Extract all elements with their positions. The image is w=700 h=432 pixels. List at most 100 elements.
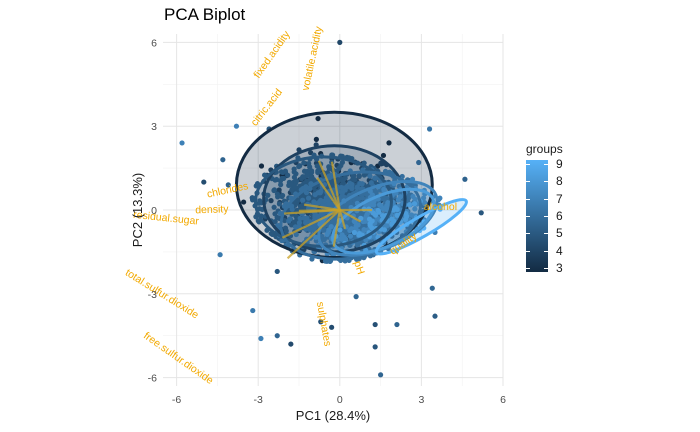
data-point — [395, 197, 401, 203]
x-tick-label: 3 — [418, 394, 424, 406]
data-point — [390, 218, 397, 224]
data-point — [258, 163, 265, 169]
data-point — [306, 226, 313, 232]
x-tick-label: -3 — [254, 394, 263, 406]
loading-arrow — [339, 209, 362, 223]
loading-label: volatile.acidity — [300, 25, 325, 92]
data-point — [369, 225, 375, 231]
loading-arrow — [316, 177, 341, 211]
data-point — [352, 219, 358, 225]
data-point — [356, 195, 362, 202]
data-point — [257, 198, 263, 204]
data-point — [291, 166, 297, 172]
outlier-point — [225, 182, 231, 188]
data-point — [411, 201, 418, 207]
data-point — [367, 221, 373, 227]
data-point — [282, 217, 288, 224]
axis-ticks: -6 -3 0 3 6 -6 -3 0 3 6 — [148, 37, 506, 406]
data-point — [313, 136, 319, 142]
group-6-ellipse — [279, 170, 422, 261]
data-point — [294, 197, 300, 203]
outlier-point — [462, 176, 468, 182]
y-tick-label: -6 — [148, 373, 157, 385]
data-point — [304, 215, 310, 221]
data-point — [277, 178, 284, 184]
data-point — [337, 227, 343, 233]
data-point — [372, 175, 379, 181]
data-point — [299, 193, 305, 199]
legend-tick — [544, 233, 548, 235]
data-point — [380, 205, 386, 212]
chart-title: PCA Biplot — [164, 5, 246, 24]
loading-label: fixed.acidity — [251, 28, 293, 80]
outlier-point — [288, 341, 294, 347]
loading-label: sulphates — [314, 301, 334, 347]
data-point — [376, 202, 383, 208]
data-point — [315, 213, 321, 219]
data-point — [381, 187, 387, 193]
data-point — [344, 184, 350, 190]
legend-label: 3 — [556, 261, 563, 275]
data-point — [317, 190, 323, 196]
data-point — [272, 218, 278, 225]
data-point — [279, 192, 286, 199]
loading-label: alcohol — [424, 201, 457, 213]
data-point — [392, 205, 398, 211]
loading-arrows — [281, 160, 373, 260]
data-point — [306, 161, 312, 167]
outlier-point — [329, 324, 335, 330]
outlier-point — [426, 126, 433, 132]
outlier-point — [372, 344, 378, 350]
x-tick-label: -6 — [172, 394, 181, 406]
data-point — [354, 185, 360, 191]
data-point — [305, 195, 312, 201]
legend-tick — [526, 198, 530, 200]
data-point — [394, 212, 400, 218]
data-point — [412, 196, 418, 202]
data-point — [276, 187, 282, 193]
legend-tick — [544, 216, 548, 217]
data-point — [380, 152, 387, 159]
legend-label: 4 — [556, 243, 563, 258]
outlier-point — [416, 159, 422, 166]
data-point — [351, 229, 358, 236]
outlier-point — [274, 333, 280, 339]
data-point — [320, 227, 326, 233]
data-point — [406, 202, 413, 208]
data-point — [386, 140, 392, 146]
data-point — [367, 173, 373, 179]
data-point — [297, 215, 303, 221]
data-point — [403, 210, 409, 217]
data-point — [256, 206, 263, 212]
data-point — [359, 181, 365, 187]
data-point — [311, 225, 318, 231]
outlier-point — [372, 321, 378, 328]
loading-arrow — [317, 160, 341, 211]
legend-tick — [526, 268, 530, 269]
data-point — [326, 201, 332, 207]
data-point — [283, 228, 289, 234]
data-point — [272, 177, 278, 183]
data-point — [384, 223, 390, 229]
outlier-point — [250, 307, 256, 314]
loading-arrow — [330, 161, 341, 211]
data-point — [312, 192, 318, 198]
loading-arrow — [281, 209, 341, 239]
data-point — [271, 187, 278, 193]
loading-label: density — [195, 203, 229, 216]
legend-tick — [526, 164, 530, 165]
group-9-ellipse — [374, 198, 468, 256]
outlier-point — [429, 285, 435, 291]
loading-label: citric.acid — [249, 87, 285, 129]
data-point — [296, 223, 302, 230]
x-tick-label: 6 — [500, 394, 506, 406]
data-point — [296, 220, 303, 226]
y-tick-label: 6 — [151, 37, 157, 49]
outlier-point — [432, 313, 438, 319]
x-tick-label: 0 — [337, 394, 343, 406]
data-point — [293, 231, 299, 238]
loading-arrow — [286, 209, 341, 260]
y-tick-label: 0 — [151, 205, 157, 217]
outlier-point — [233, 123, 240, 129]
